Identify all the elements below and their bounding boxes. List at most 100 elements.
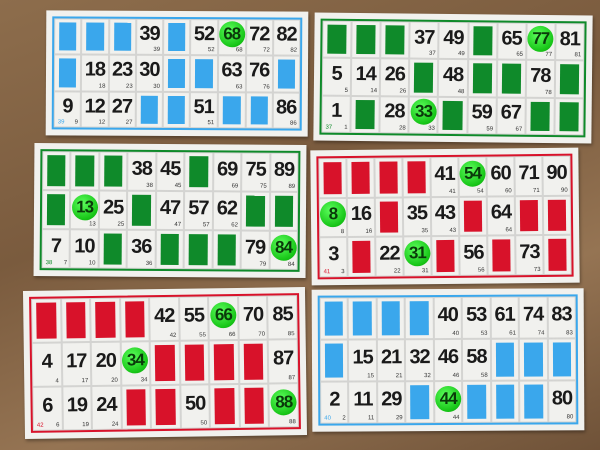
number-cell: 64 64 <box>486 195 516 236</box>
colored-blank-cell <box>543 235 572 275</box>
number-cell: 78 78 <box>525 60 556 98</box>
cell-small-number: 89 <box>288 183 296 190</box>
green-marker-chip[interactable]: 88 <box>270 389 297 416</box>
number-cell: 19 19 <box>61 386 93 431</box>
colored-blank-cell <box>346 157 375 198</box>
number-cell: 15 15 <box>348 339 377 382</box>
green-marker-chip[interactable]: 33 <box>410 98 437 126</box>
green-marker-chip[interactable]: 44 <box>435 385 462 413</box>
number-cell: 66 66 <box>208 295 239 341</box>
cell-small-number: 36 <box>145 260 153 267</box>
cell-number: 29 <box>381 388 402 411</box>
number-cell: 70 70 <box>237 295 269 340</box>
cell-small-number: 18 <box>98 83 106 90</box>
cell-number: 82 <box>276 23 297 46</box>
cell-number: 26 <box>384 63 406 86</box>
cell-small-number: 4 <box>55 378 59 385</box>
cell-number: 76 <box>248 59 270 82</box>
cell-small-number: 23 <box>125 83 133 90</box>
green-marker-chip[interactable]: 84 <box>270 234 297 261</box>
cell-number: 56 <box>463 241 484 264</box>
green-marker-chip[interactable]: 31 <box>404 240 431 267</box>
cell-number: 16 <box>350 203 372 226</box>
cell-number: 46 <box>437 345 459 369</box>
green-marker-chip[interactable]: 66 <box>210 301 237 329</box>
card-grid: 38 38 45 45 69 69 75 75 89 89 13 13 25 25 47 47 57 57 62 62… <box>39 149 301 272</box>
colored-blank-cell <box>496 59 526 98</box>
colored-blank-cell <box>462 380 491 423</box>
colored-blank-cell <box>238 339 269 384</box>
number-cell: 14 14 <box>350 58 381 96</box>
cell-small-number: 85 <box>287 331 295 338</box>
number-cell: 74 74 <box>518 296 548 339</box>
cell-small-number: 3 <box>341 269 345 276</box>
number-cell: 52 52 <box>190 19 218 56</box>
cell-small-number: 10 <box>88 260 96 267</box>
cell-number: 58 <box>466 345 487 368</box>
number-cell: 3 3 41 <box>319 237 348 278</box>
cell-number: 49 <box>443 26 464 49</box>
colored-blank-cell <box>98 229 128 269</box>
number-cell: 58 58 <box>462 338 491 381</box>
cell-small-number: 32 <box>424 373 431 380</box>
number-cell: 7 7 38 <box>41 229 71 269</box>
cell-number: 14 <box>355 62 376 86</box>
colored-blank-cell <box>405 381 435 424</box>
cell-number: 23 <box>111 59 133 82</box>
cell-small-number: 87 <box>288 375 296 382</box>
colored-blank-cell <box>458 196 488 237</box>
colored-blank-cell <box>519 380 548 423</box>
number-cell: 29 29 <box>376 381 406 424</box>
cell-number: 38 <box>131 157 153 180</box>
green-marker-chip[interactable]: 77 <box>527 25 554 52</box>
number-cell: 18 18 <box>81 54 109 92</box>
cell-number: 24 <box>96 393 117 416</box>
cell-number: 65 <box>501 27 522 50</box>
number-cell: 84 84 <box>269 230 298 270</box>
number-cell: 77 77 <box>525 22 556 61</box>
number-cell: 79 79 <box>240 230 270 270</box>
cell-small-number: 12 <box>98 119 106 126</box>
colored-blank-cell <box>348 297 377 340</box>
cell-number: 52 <box>193 23 215 46</box>
colored-blank-cell <box>99 151 128 191</box>
colored-blank-cell <box>183 230 213 270</box>
cell-number: 21 <box>380 346 402 369</box>
green-marker-chip[interactable]: 8 <box>319 201 347 228</box>
colored-blank-cell <box>518 338 548 381</box>
cell-small-number: 65 <box>516 51 524 59</box>
number-cell: 40 40 <box>433 296 463 340</box>
cell-small-number: 56 <box>477 267 485 274</box>
lotto-card-red-2: 42 42 55 55 66 66 70 70 85 85 4 4 17 17 20 20 34 34 87 87 6 6… <box>22 287 308 439</box>
cell-small-number: 88 <box>289 419 296 426</box>
cell-number: 84 <box>274 237 293 257</box>
cell-number: 33 <box>414 101 433 122</box>
green-marker-chip[interactable]: 68 <box>218 21 245 48</box>
number-cell: 12 12 <box>80 91 109 128</box>
number-cell: 90 90 <box>542 155 571 196</box>
colored-blank-cell <box>525 97 555 136</box>
cell-small-number: 28 <box>399 125 406 132</box>
colored-blank-cell <box>53 54 82 92</box>
cell-small-number: 46 <box>452 372 460 379</box>
number-cell: 22 22 <box>375 236 404 277</box>
number-cell: 60 60 <box>486 156 515 197</box>
number-cell: 25 25 <box>98 190 128 230</box>
number-cell: 49 49 <box>438 21 469 60</box>
green-marker-chip[interactable]: 34 <box>122 347 149 374</box>
cell-number: 53 <box>466 303 487 326</box>
colored-blank-cell <box>380 21 410 59</box>
number-cell: 54 54 <box>458 156 487 197</box>
number-cell: 69 69 <box>212 152 242 192</box>
green-marker-chip[interactable]: 13 <box>71 193 98 220</box>
cell-number: 11 <box>353 388 373 411</box>
colored-blank-cell <box>127 190 156 230</box>
cell-number: 7 <box>50 234 62 257</box>
card-number: 42 <box>36 422 44 429</box>
cell-number: 63 <box>221 59 242 82</box>
number-cell: 65 65 <box>496 22 527 61</box>
cell-number: 12 <box>84 95 105 118</box>
green-marker-chip[interactable]: 54 <box>459 160 486 187</box>
number-cell: 27 27 <box>108 91 136 128</box>
